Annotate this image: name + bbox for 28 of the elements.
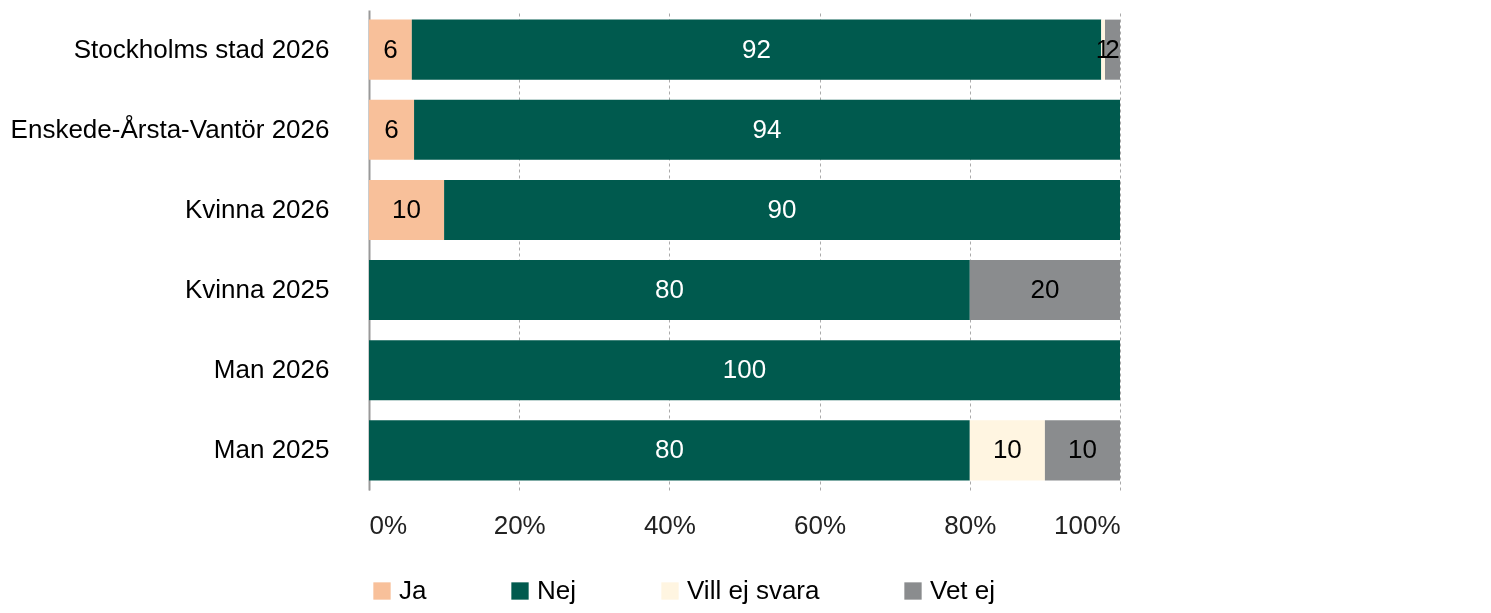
data-label: 90 — [767, 193, 797, 224]
y-tick-label: Man 2025 — [213, 434, 330, 465]
x-tick-label: 40% — [643, 509, 696, 540]
y-tick-label: Enskede-Årsta-Vantör 2026 — [10, 113, 330, 144]
data-label: 100 — [722, 354, 767, 385]
legend-label: Vill ej svara — [687, 575, 820, 605]
y-tick-label: Kvinna 2025 — [184, 274, 330, 305]
data-label: 20 — [1030, 274, 1060, 305]
legend-label: Ja — [399, 575, 427, 605]
y-tick-label: Man 2026 — [213, 354, 330, 385]
data-label: 80 — [654, 274, 684, 305]
data-label: 10 — [1067, 434, 1097, 465]
x-tick-label: 100% — [1054, 509, 1121, 540]
x-tick-label: 20% — [493, 509, 546, 540]
data-label: 92 — [742, 33, 771, 64]
data-label: 6 — [384, 113, 399, 144]
y-tick-label: Stockholms stad 2026 — [73, 33, 330, 64]
data-label: 6 — [383, 33, 398, 64]
data-label: 94 — [752, 113, 782, 144]
x-tick-label: 0% — [369, 509, 408, 540]
x-tick-label: 80% — [944, 509, 997, 540]
x-tick-label: 60% — [794, 509, 847, 540]
legend-label: Nej — [537, 575, 577, 605]
data-label: 10 — [992, 434, 1022, 465]
data-label: 80 — [654, 434, 684, 465]
data-label: 10 — [392, 193, 422, 224]
legend-label: Vet ej — [930, 575, 996, 605]
y-tick-label: Kvinna 2026 — [184, 193, 330, 224]
